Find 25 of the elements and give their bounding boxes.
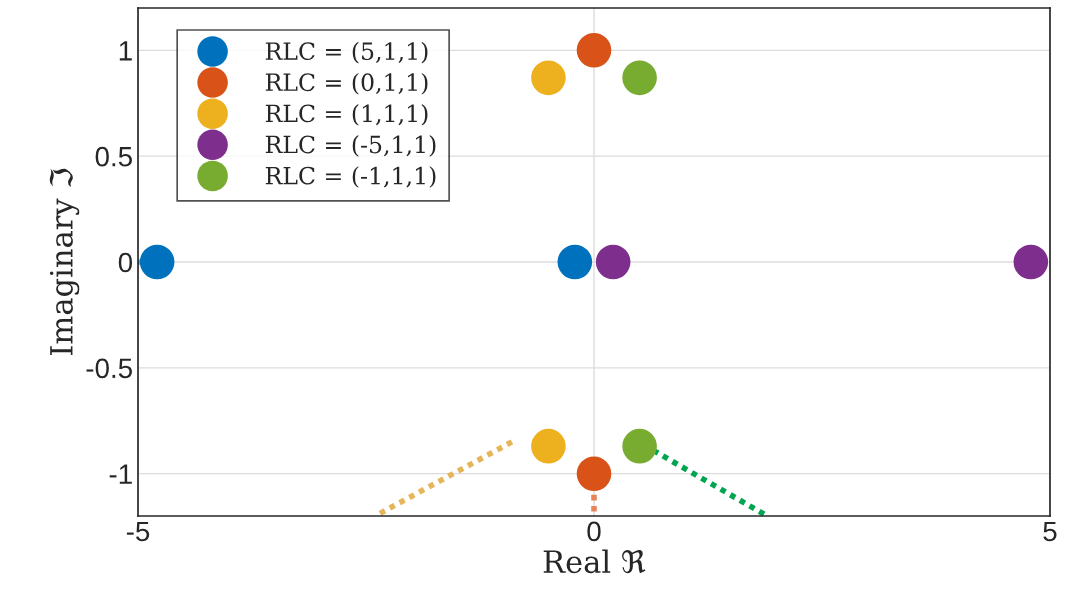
point — [622, 60, 657, 96]
y-tick-label: -1 — [109, 464, 132, 484]
point — [595, 244, 631, 280]
x-tick-label: 0 — [587, 521, 601, 542]
point — [622, 428, 657, 464]
legend-label: RLC = (0,1,1) — [265, 72, 428, 95]
y-tick-label: 0 — [118, 252, 133, 273]
x-axis-title: Real ℜ — [543, 549, 646, 574]
point — [139, 244, 175, 280]
y-tick-label: -0.5 — [86, 358, 132, 379]
point — [1013, 244, 1049, 280]
legend-label: RLC = (-5,1,1) — [265, 135, 436, 157]
point — [576, 456, 612, 491]
point — [557, 244, 593, 280]
legend-label: RLC = (5,1,1) — [265, 41, 428, 64]
legend-label: RLC = (1,1,1) — [265, 104, 428, 126]
point — [531, 60, 566, 96]
y-tick-label: 1 — [119, 41, 132, 61]
point — [576, 33, 612, 68]
y-tick-label: 0.5 — [95, 146, 132, 167]
y-axis-title: Imaginary ℑ — [49, 168, 80, 356]
point — [531, 428, 566, 464]
x-tick-label: 5 — [1043, 521, 1057, 542]
x-tick-label: -5 — [126, 521, 150, 542]
legend-label: RLC = (-1,1,1) — [265, 166, 436, 188]
